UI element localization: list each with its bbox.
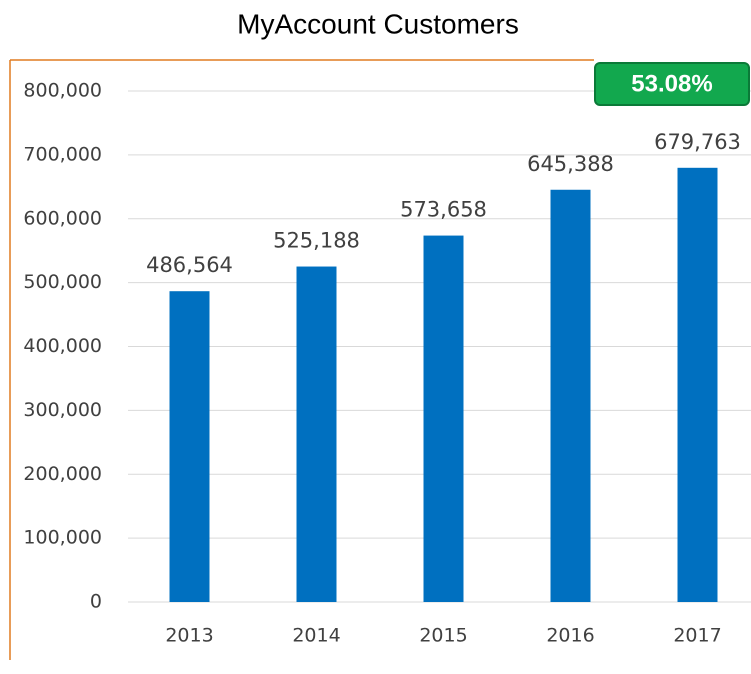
y-tick-label: 500,000 xyxy=(23,271,102,293)
value-label: 525,188 xyxy=(273,229,360,253)
x-tick-label: 2015 xyxy=(419,625,467,647)
value-label: 573,658 xyxy=(400,198,487,222)
x-tick-label: 2014 xyxy=(292,625,340,647)
badge xyxy=(594,62,750,106)
x-tick-label: 2013 xyxy=(165,625,213,647)
y-tick-label: 600,000 xyxy=(23,207,102,229)
badge-text: 53.08% xyxy=(631,70,712,97)
bar xyxy=(423,235,464,602)
y-tick-label: 0 xyxy=(90,591,102,613)
y-tick-label: 300,000 xyxy=(23,399,102,421)
value-label: 679,763 xyxy=(654,130,741,154)
bar xyxy=(550,189,591,602)
y-tick-label: 800,000 xyxy=(23,80,102,102)
y-tick-label: 700,000 xyxy=(23,143,102,165)
value-label: 645,388 xyxy=(527,152,614,176)
x-tick-label: 2016 xyxy=(546,625,594,647)
bar xyxy=(677,167,718,602)
y-tick-label: 200,000 xyxy=(23,463,102,485)
plot: 0 100,000 200,000 300,000 400,000 500,000 600,… xyxy=(23,80,751,647)
bar xyxy=(169,291,210,602)
value-label: 486,564 xyxy=(146,253,233,277)
x-tick-label: 2017 xyxy=(673,625,721,647)
bar xyxy=(296,266,337,602)
chart-title: MyAccount Customers xyxy=(237,8,519,39)
y-tick-label: 100,000 xyxy=(23,527,102,549)
y-tick-label: 400,000 xyxy=(23,335,102,357)
